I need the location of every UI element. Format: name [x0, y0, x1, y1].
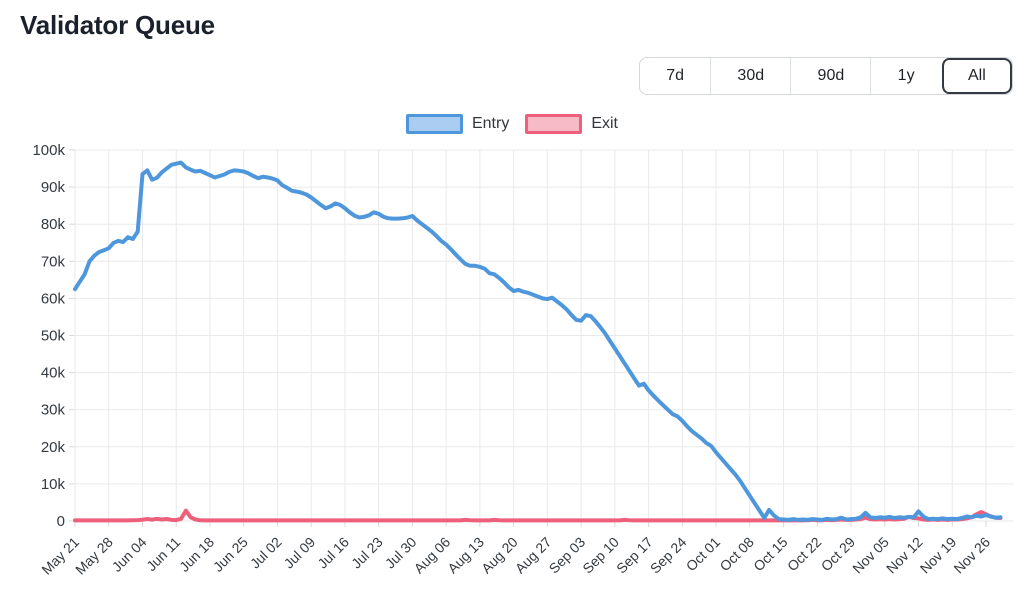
legend-label-entry: Entry: [471, 115, 510, 132]
x-axis-label: Oct 22: [784, 534, 825, 575]
x-axis-label: Jun 04: [109, 534, 150, 575]
legend-label-exit: Exit: [591, 115, 618, 132]
y-axis-label: 10k: [41, 476, 66, 493]
y-axis-label: 0: [57, 513, 65, 530]
x-axis-label: Aug 27: [512, 534, 555, 577]
x-axis-label: Aug 20: [478, 534, 521, 577]
x-axis-label: Jul 09: [281, 534, 319, 572]
page-title: Validator Queue: [20, 10, 215, 40]
legend-swatch-entry: [405, 114, 463, 134]
x-axis-label: Jun 18: [176, 534, 217, 575]
x-axis-label: Oct 08: [716, 534, 757, 575]
y-axis-label: 60k: [41, 290, 66, 307]
y-axis-label: 20k: [41, 439, 66, 456]
x-axis-label: Jun 11: [143, 534, 183, 574]
y-axis-label: 30k: [41, 402, 66, 419]
range-button-all[interactable]: All: [941, 58, 1012, 94]
range-button-90d[interactable]: 90d: [790, 58, 870, 94]
y-axis-label: 50k: [41, 328, 66, 345]
x-axis-label: Nov 05: [849, 534, 892, 577]
x-axis-label: Oct 01: [683, 534, 724, 575]
legend-swatch-exit: [525, 114, 583, 134]
x-axis-label: Jul 23: [348, 534, 386, 572]
x-axis-label: Jul 02: [247, 534, 285, 572]
x-axis-label: Aug 13: [444, 534, 487, 577]
x-axis-label: Sep 10: [579, 534, 622, 577]
x-axis-label: Jun 25: [210, 534, 251, 575]
y-axis-label: 70k: [41, 253, 66, 270]
chart-legend: Entry Exit: [0, 110, 1024, 138]
legend-item-exit[interactable]: Exit: [525, 114, 618, 134]
range-button-1y[interactable]: 1y: [870, 58, 940, 94]
x-axis-label: Aug 06: [411, 534, 454, 577]
x-axis-label: Nov 26: [950, 534, 993, 577]
y-axis-label: 80k: [41, 216, 66, 233]
series-line-entry: [73, 160, 1003, 522]
x-axis-label: Sep 03: [546, 534, 589, 577]
range-button-7d[interactable]: 7d: [640, 58, 710, 94]
x-axis-label: Sep 17: [613, 534, 656, 577]
x-axis-label: Oct 15: [750, 534, 791, 575]
x-axis-label: Jul 16: [314, 534, 352, 572]
x-axis-label: Nov 12: [883, 534, 926, 577]
time-range-selector: 7d 30d 90d 1y All: [639, 57, 1013, 95]
x-axis-label: May 28: [72, 534, 116, 578]
x-axis-label: Sep 24: [647, 534, 690, 577]
y-axis-label: 90k: [41, 179, 66, 196]
range-button-30d[interactable]: 30d: [710, 58, 790, 94]
legend-item-entry[interactable]: Entry: [405, 114, 510, 134]
x-axis-label: Nov 19: [917, 534, 960, 577]
y-axis-label: 40k: [41, 365, 66, 382]
y-axis-label: 100k: [32, 142, 65, 159]
